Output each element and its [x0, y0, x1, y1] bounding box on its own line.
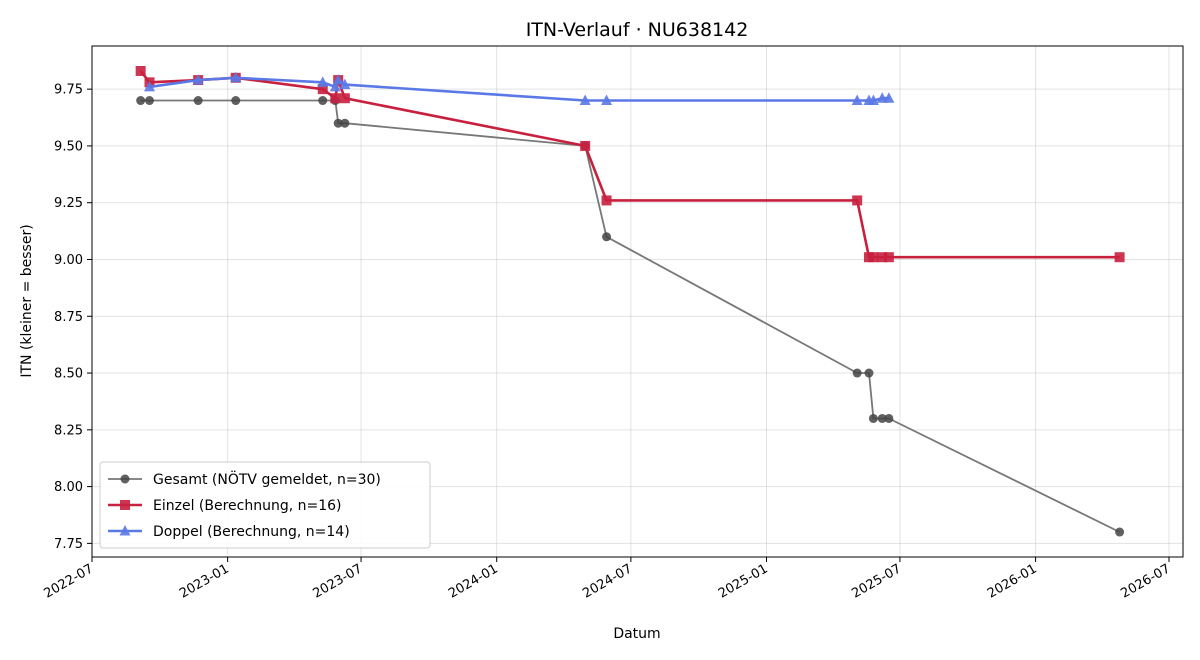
data-point-gesamt — [852, 368, 862, 378]
data-point-gesamt — [193, 96, 203, 106]
y-tick-label: 9.25 — [54, 196, 83, 211]
data-point-einzel — [601, 195, 612, 206]
legend-item-doppel: Doppel (Berechnung, n=14) — [108, 524, 350, 540]
data-point-doppel — [851, 94, 863, 106]
series-layer — [135, 65, 1125, 537]
series-doppel — [143, 71, 895, 106]
data-point-gesamt — [333, 118, 343, 128]
legend-marker — [120, 500, 130, 510]
data-point-doppel — [143, 80, 155, 92]
legend-box — [99, 461, 431, 549]
data-point-einzel — [317, 84, 328, 95]
data-point-gesamt — [868, 413, 878, 423]
legend-marker — [120, 474, 130, 484]
data-point-gesamt — [884, 413, 894, 423]
data-point-doppel — [329, 80, 341, 92]
y-tick-label: 8.50 — [54, 367, 83, 382]
data-point-gesamt — [231, 96, 241, 106]
data-point-doppel — [867, 94, 879, 106]
legend-label: Einzel (Berechnung, n=16) — [153, 498, 342, 514]
y-tick-label: 7.75 — [54, 537, 83, 552]
data-point-einzel — [339, 93, 350, 104]
data-point-gesamt — [144, 96, 154, 106]
data-point-einzel — [868, 252, 879, 263]
y-tick-label: 9.00 — [54, 253, 83, 268]
legend-label: Gesamt (NÖTV gemeldet, n=30) — [153, 470, 381, 488]
legend-label: Doppel (Berechnung, n=14) — [153, 524, 350, 540]
data-point-doppel — [192, 74, 204, 85]
legend: Gesamt (NÖTV gemeldet, n=30) Einzel (Bere… — [99, 461, 431, 549]
plot-frame — [91, 45, 1184, 558]
data-point-doppel — [339, 78, 351, 90]
data-point-doppel — [230, 71, 242, 83]
grid — [91, 46, 1183, 557]
y-tick-label: 9.75 — [54, 83, 83, 98]
data-point-gesamt — [340, 118, 350, 128]
data-point-gesamt — [136, 96, 146, 106]
y-tick-label: 9.50 — [54, 139, 83, 154]
data-point-einzel — [330, 93, 341, 104]
y-tick-label: 8.25 — [54, 423, 83, 438]
y-tick-label: 8.00 — [54, 480, 83, 495]
data-point-doppel — [579, 94, 591, 106]
x-axis-label: Datum — [613, 626, 660, 642]
data-point-gesamt — [864, 368, 874, 378]
legend-marker — [119, 525, 131, 536]
data-point-einzel — [1114, 252, 1125, 263]
y-axis-ticks: 7.75 8.00 8.25 8.50 8.75 9.00 9.25 9.50 9.75 — [54, 83, 92, 552]
data-point-einzel — [883, 252, 894, 263]
y-tick-label: 8.75 — [54, 310, 83, 325]
y-axis-label: ITN (kleiner = besser) — [19, 224, 35, 377]
data-point-gesamt — [877, 413, 887, 423]
data-point-einzel — [580, 140, 591, 151]
data-point-gesamt — [1115, 527, 1125, 537]
data-point-einzel — [877, 252, 888, 263]
data-point-doppel — [883, 92, 895, 103]
legend-item-gesamt: Gesamt (NÖTV gemeldet, n=30) — [108, 470, 381, 488]
data-point-doppel — [317, 76, 329, 87]
data-point-einzel — [852, 195, 863, 206]
legend-item-einzel: Einzel (Berechnung, n=16) — [108, 498, 342, 514]
data-point-doppel — [332, 74, 344, 85]
chart-title: ITN-Verlauf · NU638142 — [526, 19, 749, 41]
data-point-gesamt — [602, 232, 612, 242]
data-point-doppel — [601, 94, 613, 106]
data-point-einzel — [135, 65, 146, 76]
data-point-gesamt — [318, 96, 328, 106]
